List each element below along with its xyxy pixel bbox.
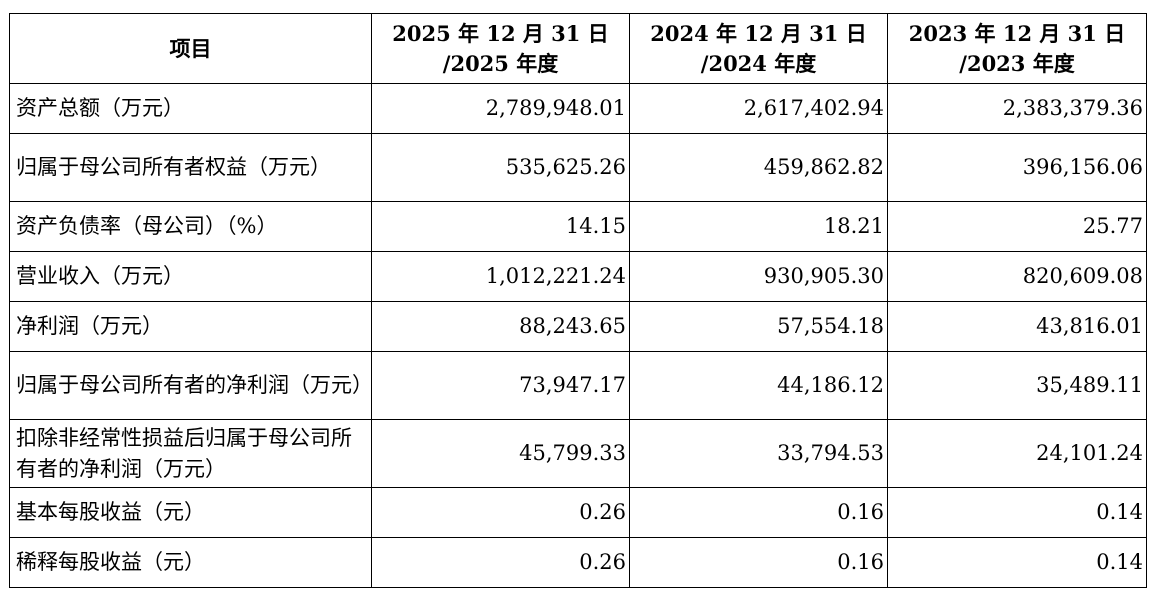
cell-value: 2,383,379.36 xyxy=(887,83,1147,134)
cell-value: 25.77 xyxy=(887,201,1147,252)
cell-value: 396,156.06 xyxy=(887,133,1147,202)
table-row: 资产负债率（母公司）（%） 14.15 18.21 25.77 xyxy=(9,201,1147,252)
header-item: 项目 xyxy=(9,13,372,84)
row-label: 归属于母公司所有者权益（万元） xyxy=(9,133,372,202)
row-label: 基本每股收益（元） xyxy=(9,487,372,538)
cell-value: 2,789,948.01 xyxy=(371,83,630,134)
table-row: 资产总额（万元） 2,789,948.01 2,617,402.94 2,383… xyxy=(9,83,1147,134)
header-col-year: /2025 年度 xyxy=(442,50,559,76)
cell-value: 0.26 xyxy=(371,537,630,588)
table-row: 基本每股收益（元） 0.26 0.16 0.14 xyxy=(9,487,1147,538)
cell-value: 88,243.65 xyxy=(371,301,630,352)
cell-value: 0.14 xyxy=(887,487,1147,538)
row-label: 稀释每股收益（元） xyxy=(9,537,372,588)
table-row: 归属于母公司所有者的净利润（万元） 73,947.17 44,186.12 35… xyxy=(9,351,1147,420)
header-col-date: 2023 年 12 月 31 日 xyxy=(908,20,1126,46)
row-label: 扣除非经常性损益后归属于母公司所有者的净利润（万元） xyxy=(9,419,372,488)
cell-value: 33,794.53 xyxy=(629,419,888,488)
table-header-row: 项目 2025 年 12 月 31 日 /2025 年度 2024 年 12 月… xyxy=(9,13,1147,84)
row-label: 营业收入（万元） xyxy=(9,251,372,302)
cell-value: 2,617,402.94 xyxy=(629,83,888,134)
cell-value: 0.16 xyxy=(629,487,888,538)
cell-value: 820,609.08 xyxy=(887,251,1147,302)
cell-value: 0.16 xyxy=(629,537,888,588)
table-row: 净利润（万元） 88,243.65 57,554.18 43,816.01 xyxy=(9,301,1147,352)
header-col-date: 2024 年 12 月 31 日 xyxy=(650,20,867,46)
cell-value: 535,625.26 xyxy=(371,133,630,202)
header-col-2023: 2023 年 12 月 31 日 /2023 年度 xyxy=(887,13,1147,84)
table-row: 扣除非经常性损益后归属于母公司所有者的净利润（万元） 45,799.33 33,… xyxy=(9,419,1147,488)
cell-value: 930,905.30 xyxy=(629,251,888,302)
cell-value: 1,012,221.24 xyxy=(371,251,630,302)
cell-value: 14.15 xyxy=(371,201,630,252)
cell-value: 43,816.01 xyxy=(887,301,1147,352)
table-row: 稀释每股收益（元） 0.26 0.16 0.14 xyxy=(9,537,1147,588)
cell-value: 35,489.11 xyxy=(887,351,1147,420)
row-label: 资产总额（万元） xyxy=(9,83,372,134)
cell-value: 73,947.17 xyxy=(371,351,630,420)
cell-value: 18.21 xyxy=(629,201,888,252)
table-row: 归属于母公司所有者权益（万元） 535,625.26 459,862.82 39… xyxy=(9,133,1147,202)
header-col-2025: 2025 年 12 月 31 日 /2025 年度 xyxy=(371,13,630,84)
cell-value: 45,799.33 xyxy=(371,419,630,488)
row-label: 资产负债率（母公司）（%） xyxy=(9,201,372,252)
cell-value: 459,862.82 xyxy=(629,133,888,202)
cell-value: 0.26 xyxy=(371,487,630,538)
cell-value: 57,554.18 xyxy=(629,301,888,352)
cell-value: 24,101.24 xyxy=(887,419,1147,488)
cell-value: 44,186.12 xyxy=(629,351,888,420)
table-row: 营业收入（万元） 1,012,221.24 930,905.30 820,609… xyxy=(9,251,1147,302)
row-label: 归属于母公司所有者的净利润（万元） xyxy=(9,351,372,420)
row-label: 净利润（万元） xyxy=(9,301,372,352)
header-col-year: /2024 年度 xyxy=(700,50,817,76)
header-col-year: /2023 年度 xyxy=(959,50,1075,76)
financial-summary-table: 项目 2025 年 12 月 31 日 /2025 年度 2024 年 12 月… xyxy=(9,13,1147,588)
header-col-2024: 2024 年 12 月 31 日 /2024 年度 xyxy=(629,13,888,84)
cell-value: 0.14 xyxy=(887,537,1147,588)
header-col-date: 2025 年 12 月 31 日 xyxy=(392,20,609,46)
